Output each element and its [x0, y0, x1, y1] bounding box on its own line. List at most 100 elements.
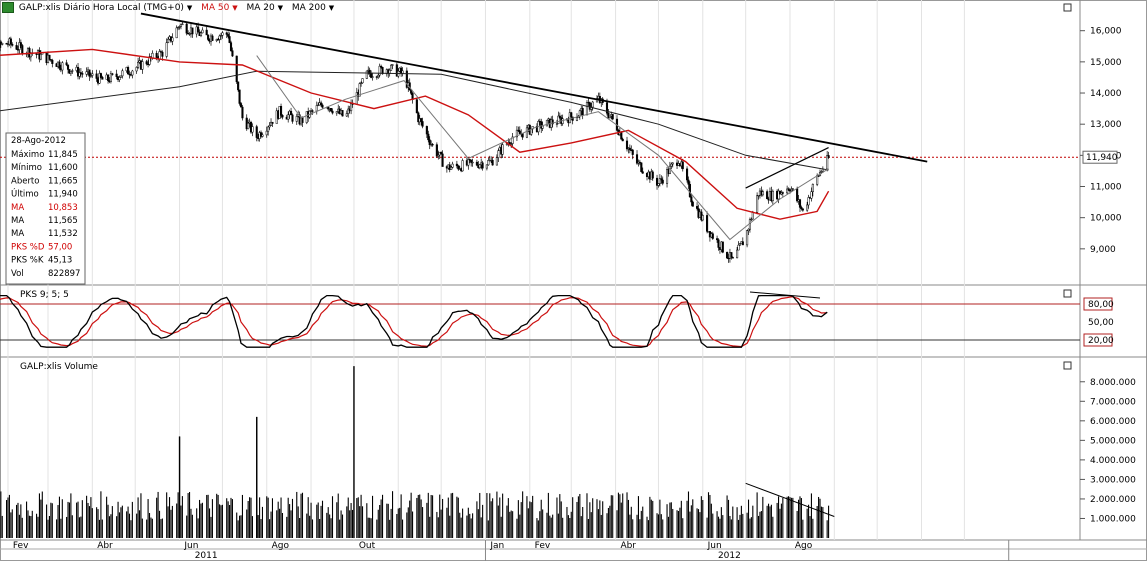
candle-body	[607, 112, 610, 119]
chevron-down-icon: ▼	[186, 4, 193, 12]
chevron-down-icon: ▼	[232, 4, 238, 12]
candle-body	[741, 241, 744, 246]
symbol-label: GALP:xlis Diário Hora Local (TMG+0)	[18, 3, 184, 13]
candle-body	[766, 191, 769, 200]
candle-body	[107, 74, 110, 81]
candle-body	[238, 89, 241, 104]
candle-body	[145, 61, 148, 65]
candle-body	[810, 191, 813, 199]
candle-body	[231, 50, 234, 57]
ma-200-selector[interactable]: MA 200 ▼	[292, 3, 334, 13]
ma-50-selector[interactable]: MA 50 ▼	[201, 3, 238, 13]
candle-body	[435, 144, 438, 157]
candle-body	[660, 178, 663, 181]
info-box-row-value: 11,600	[48, 163, 78, 173]
candle-body	[179, 24, 183, 27]
candle-body	[681, 161, 684, 170]
info-box-row-label: Máximo	[11, 150, 44, 160]
candle-body	[651, 171, 654, 179]
maximize-icon[interactable]	[1063, 3, 1072, 12]
candle-body	[510, 143, 513, 145]
info-box-row-value: 11,565	[48, 216, 78, 226]
maximize-pks-panel-button[interactable]	[1063, 289, 1072, 298]
maximize-icon[interactable]	[1063, 361, 1072, 370]
candle-body	[661, 179, 664, 184]
current-price-label: 11,940	[1086, 153, 1118, 163]
candle-body	[271, 121, 274, 124]
candle-body	[219, 35, 223, 37]
candle-body	[555, 123, 559, 125]
candle-body	[777, 190, 780, 200]
maximize-icon[interactable]	[1063, 289, 1072, 298]
candle-body	[405, 70, 408, 88]
pks-panel: PKS 9; 5; 5 80,00 50,00 20,00	[0, 289, 1114, 348]
candle-body	[118, 77, 121, 80]
candle-body	[61, 62, 64, 71]
candle-body	[570, 112, 573, 118]
pks-panel-title: PKS 9; 5; 5	[20, 290, 69, 300]
volume-trendline	[745, 482, 835, 517]
price-tick-label: 9,000	[1090, 245, 1116, 255]
candle-body	[400, 67, 403, 74]
pks-y-axis: 80,00 50,00 20,00	[1083, 297, 1114, 347]
candle-body	[585, 102, 589, 116]
candle-body	[691, 201, 694, 207]
maximize-price-panel-button[interactable]	[1063, 3, 1072, 12]
candle-body	[365, 70, 368, 79]
candle-body	[161, 51, 164, 57]
candle-body	[401, 70, 404, 74]
x-month-label: Jun	[707, 541, 722, 551]
pks-tick-label: 80,00	[1088, 300, 1114, 310]
candle-body	[628, 147, 631, 151]
candle-body	[807, 197, 810, 206]
candle-body	[49, 59, 52, 61]
candle-body	[558, 115, 561, 118]
x-month-label: Ago	[795, 541, 813, 551]
candle-body	[177, 26, 180, 29]
candle-body	[481, 162, 484, 169]
candle-body	[487, 160, 490, 166]
candle-body	[470, 159, 473, 163]
candle-body	[281, 115, 284, 118]
candle-body	[750, 218, 753, 221]
candle-body	[217, 39, 220, 41]
x-month-label: Out	[359, 541, 376, 551]
volume-panel: GALP:xlis Volume 8.000.000 7.000.000 6.000…	[0, 361, 1136, 538]
candle-body	[541, 125, 544, 129]
pks-k-line	[0, 294, 828, 348]
candle-body	[228, 36, 231, 43]
candle-body	[638, 161, 641, 164]
candle-body	[806, 204, 809, 211]
candle-body	[625, 140, 629, 150]
price-y-axis: 16,00015,00014,00013,00012,00011,00010,0…	[1080, 27, 1122, 255]
candle-body	[427, 133, 430, 141]
candle-body	[467, 159, 470, 166]
candle-body	[575, 117, 579, 121]
candle-body	[185, 23, 188, 34]
candle-body	[78, 72, 81, 77]
candle-body	[370, 73, 373, 78]
candle-body	[317, 104, 320, 107]
candle-body	[0, 41, 2, 45]
candle-body	[158, 51, 161, 60]
price-tick-label: 15,000	[1090, 58, 1122, 68]
info-box-row-value: 45,13	[48, 256, 72, 266]
candle-body	[451, 163, 454, 168]
candle-body	[711, 233, 714, 239]
ma-20-selector[interactable]: MA 20 ▼	[246, 3, 283, 13]
candle-body	[197, 26, 200, 33]
candle-body	[425, 126, 428, 135]
candle-body	[525, 127, 528, 138]
candle-body	[748, 219, 752, 230]
volume-tick-label: 6.000.000	[1090, 417, 1136, 427]
candle-body	[171, 37, 174, 42]
candle-body	[495, 157, 498, 166]
candle-body	[229, 42, 233, 51]
candle-body	[640, 162, 643, 172]
symbol-selector[interactable]: GALP:xlis Diário Hora Local (TMG+0) ▼	[19, 3, 192, 13]
candle-body	[390, 64, 393, 71]
candle-body	[721, 241, 724, 253]
maximize-volume-panel-button[interactable]	[1063, 361, 1072, 370]
pks-band-label-box	[1083, 297, 1113, 311]
